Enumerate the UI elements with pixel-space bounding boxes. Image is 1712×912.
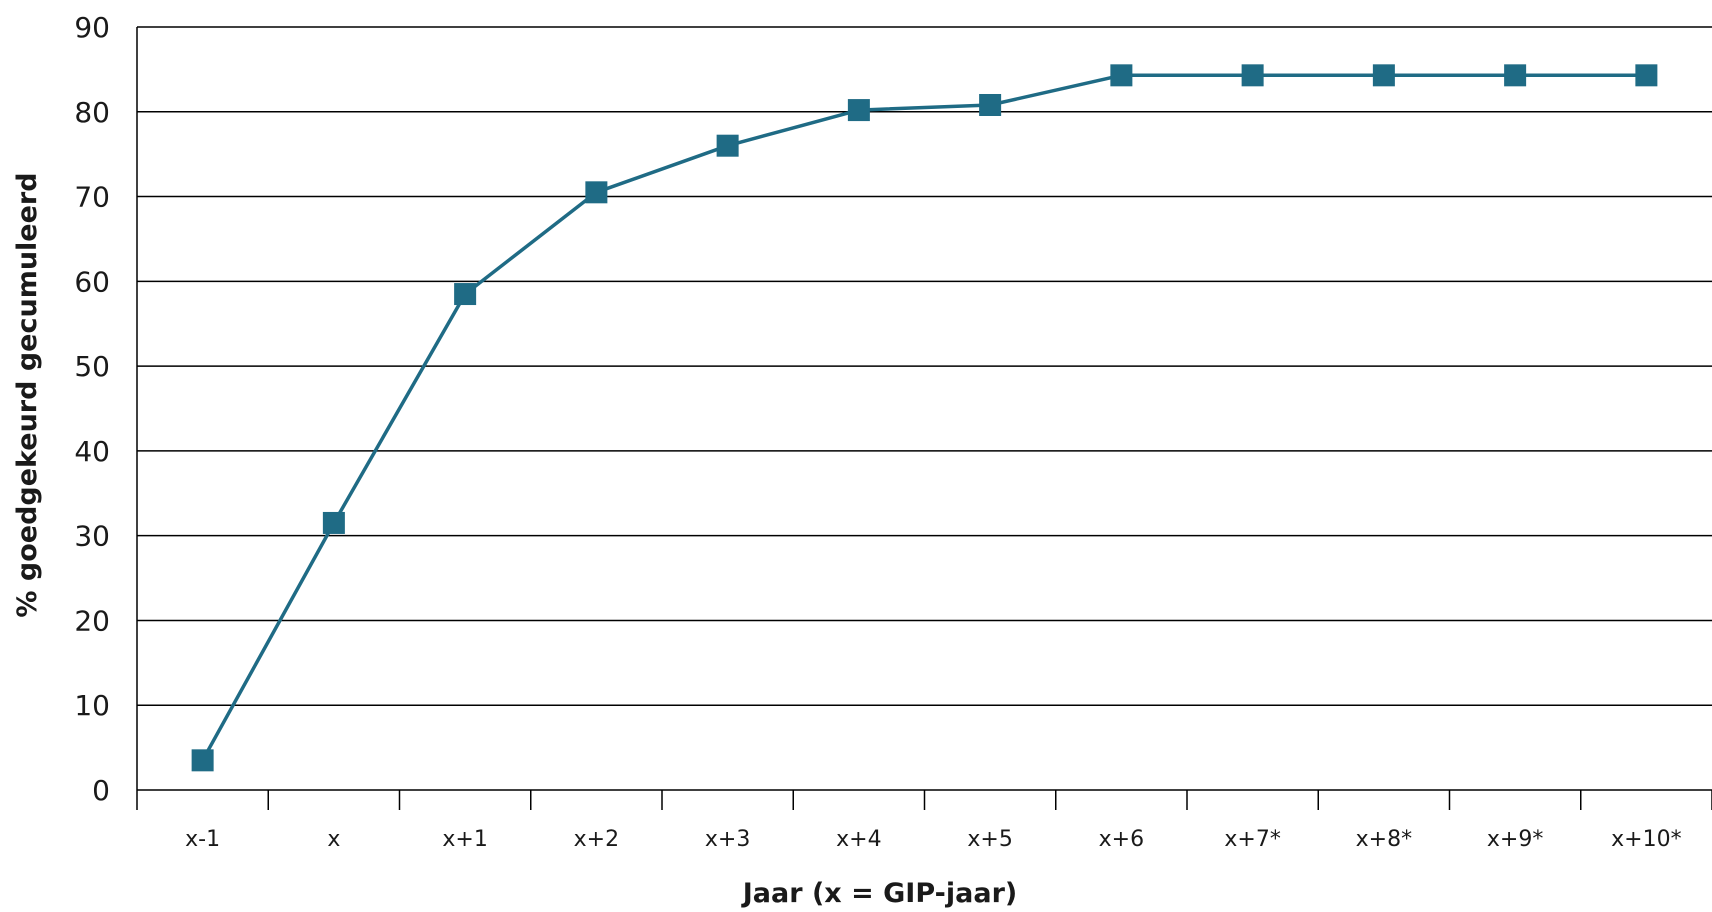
y-tick-label: 10 [74,689,110,722]
series [191,64,1658,772]
x-tick-label: x-1 [185,827,220,852]
x-tick-labels: x-1 x x+1 x+2 x+3 x+4 x+5 x+6 x+7* x+8* x+9* x+10* [185,827,1681,852]
data-point [1635,64,1658,87]
y-tick-label: 90 [74,11,110,44]
data-point [1241,64,1264,87]
y-tick-labels: 0 10 20 30 40 50 60 70 80 90 [74,11,110,807]
data-point [1110,64,1133,87]
data-point [716,134,739,157]
y-tick-label: 50 [74,350,110,383]
y-axis-title: % goedgekeurd gecumuleerd [12,172,43,617]
data-point [191,749,214,772]
x-tick-label: x+3 [705,827,750,852]
x-axis-title: Jaar (x = GIP-jaar) [741,878,1017,909]
x-tick-label: x+4 [836,827,881,852]
axes [136,27,1712,810]
data-point [1372,64,1395,87]
data-point [847,99,870,122]
x-tick-label: x+8* [1356,827,1412,852]
x-tick-label: x+5 [967,827,1012,852]
y-tick-label: 0 [92,774,110,807]
x-tick-label: x+6 [1099,827,1144,852]
x-tick-label: x+9* [1487,827,1543,852]
x-tick-label: x+10* [1611,827,1681,852]
data-point [454,283,477,306]
y-tick-label: 60 [74,265,110,298]
y-tick-label: 70 [74,181,110,214]
x-tick-label: x+7* [1224,827,1280,852]
y-tick-label: 20 [74,604,110,637]
x-tick-label: x+2 [574,827,619,852]
data-point [322,511,345,534]
data-point [979,93,1002,116]
y-tick-label: 80 [74,96,110,129]
data-point [1504,64,1527,87]
data-point [585,181,608,204]
y-tick-label: 40 [74,435,110,468]
gridlines [137,26,1712,706]
series-line [201,73,1647,762]
x-tick-label: x+1 [442,827,487,852]
y-tick-label: 30 [74,520,110,553]
x-tick-label: x [327,827,340,852]
